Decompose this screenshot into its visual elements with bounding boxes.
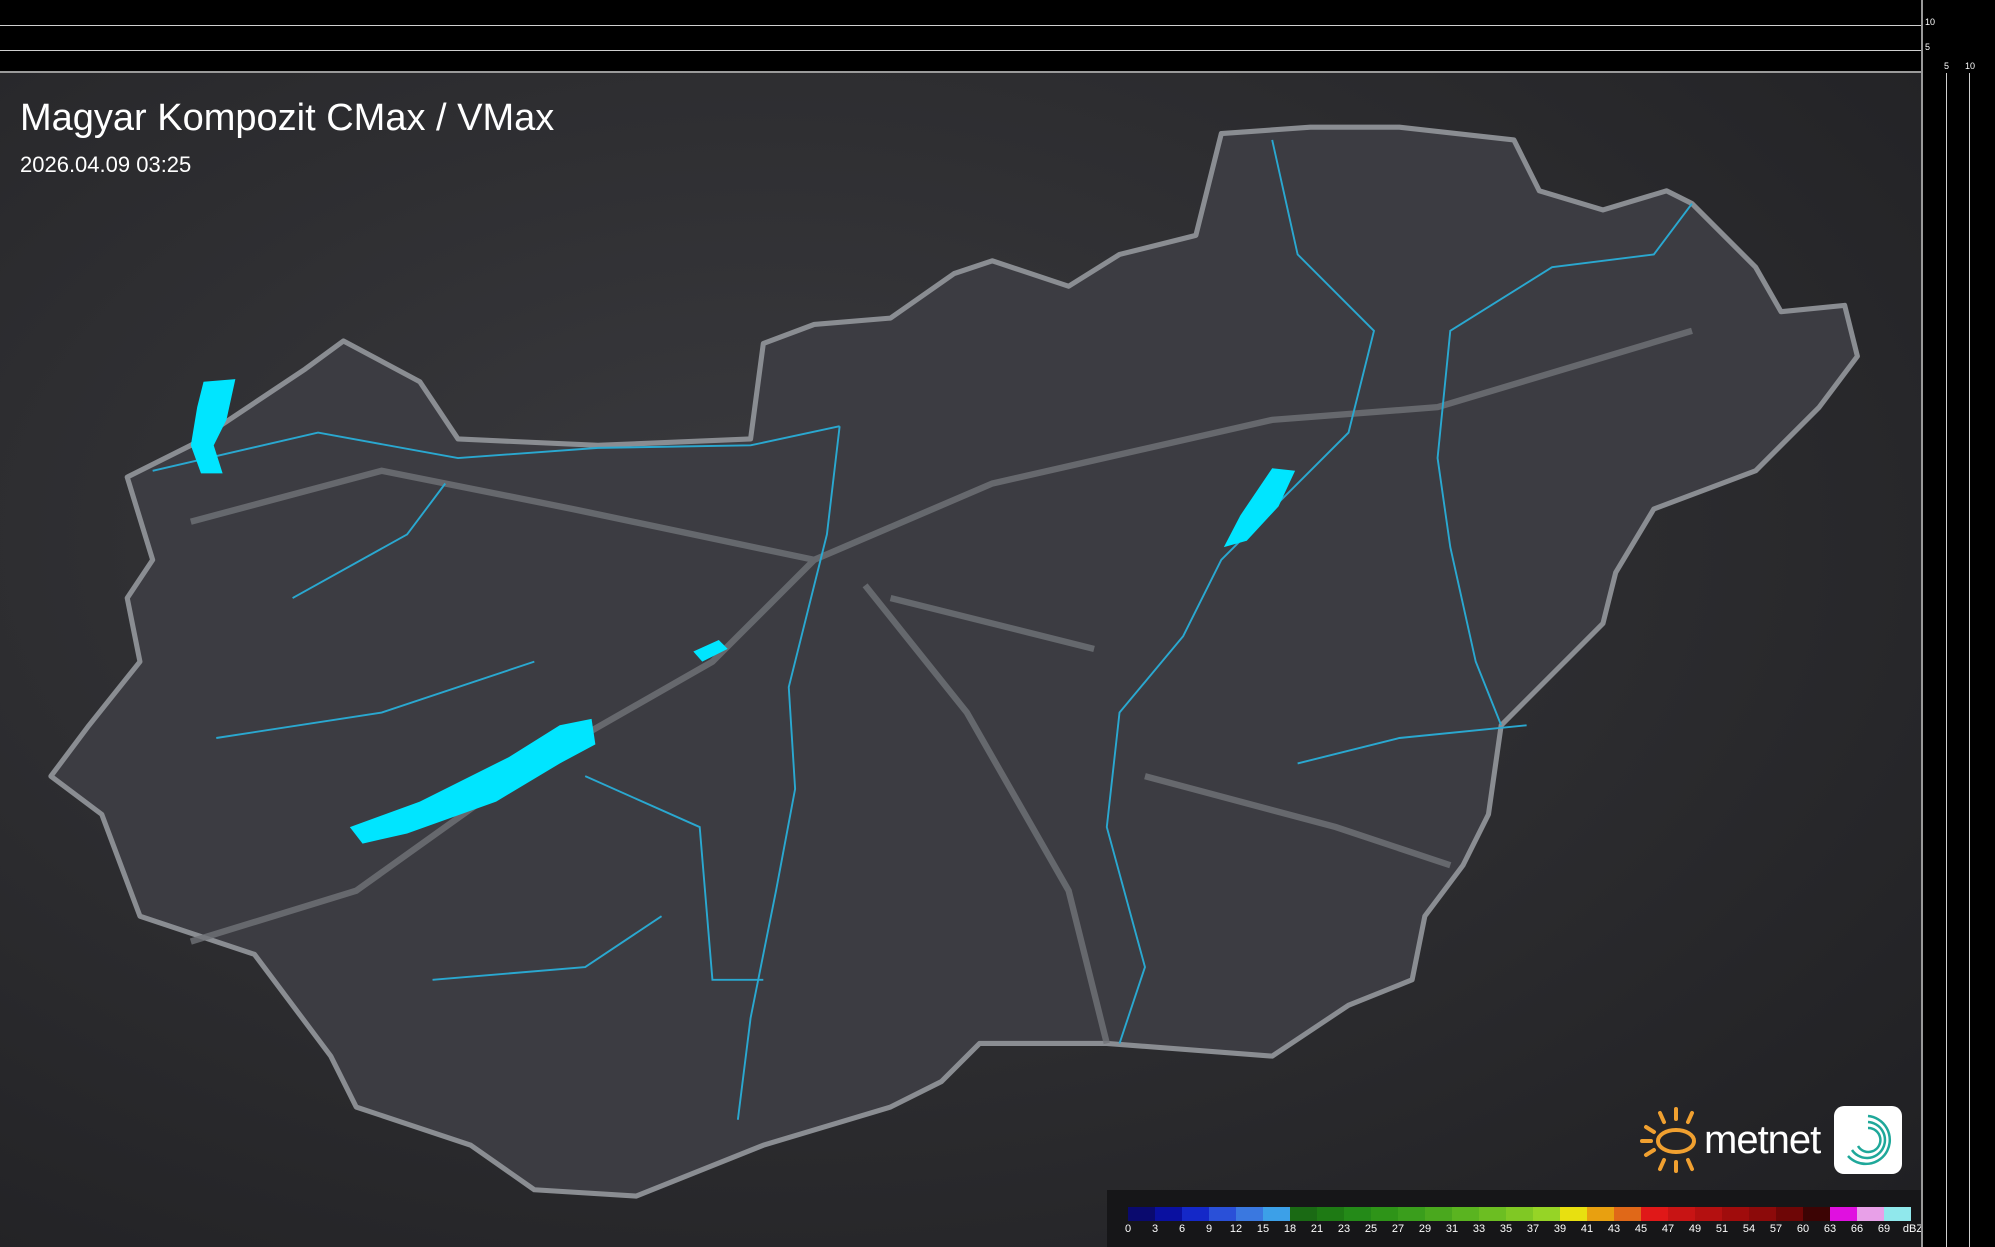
legend-label: 15 <box>1256 1223 1270 1235</box>
legend-label: 49 <box>1688 1223 1702 1235</box>
lake-balaton <box>349 718 596 844</box>
dbz-legend: 0 3 6 9 12 15 18 21 23 25 27 29 31 33 35 37 39 41 43 45 47 49… <box>1107 1190 1923 1247</box>
legend-swatch <box>1668 1207 1695 1221</box>
legend-swatch <box>1614 1207 1641 1221</box>
legend-swatch <box>1452 1207 1479 1221</box>
legend-swatch <box>1263 1207 1290 1221</box>
legend-swatch <box>1290 1207 1317 1221</box>
legend-label: 45 <box>1634 1223 1648 1235</box>
legend-label: 3 <box>1151 1223 1159 1235</box>
legend-swatch <box>1479 1207 1506 1221</box>
legend-label: 51 <box>1715 1223 1729 1235</box>
map-timestamp: 2026.04.09 03:25 <box>20 152 192 177</box>
legend-label: 25 <box>1364 1223 1378 1235</box>
legend-label: 27 <box>1391 1223 1405 1235</box>
legend-label: 39 <box>1553 1223 1567 1235</box>
legend-label: 66 <box>1850 1223 1864 1235</box>
legend-label: 21 <box>1310 1223 1324 1235</box>
legend-swatch <box>1776 1207 1803 1221</box>
lake-ferto <box>190 379 236 474</box>
legend-swatch <box>1317 1207 1344 1221</box>
metnet-logo: metnet <box>1638 1105 1903 1175</box>
legend-swatch <box>1155 1207 1182 1221</box>
legend-swatch <box>1506 1207 1533 1221</box>
scale-vline-5 <box>1946 73 1947 1247</box>
legend-swatch <box>1857 1207 1884 1221</box>
legend-label: 41 <box>1580 1223 1594 1235</box>
hungary-map-svg <box>48 124 1860 1199</box>
right-scale-bar: 10 5 5 10 <box>1921 0 1995 1247</box>
legend-swatch <box>1371 1207 1398 1221</box>
legend-unit: dBZ <box>1902 1223 1924 1235</box>
legend-swatch <box>1533 1207 1560 1221</box>
legend-label: 12 <box>1229 1223 1243 1235</box>
top-scale-bar <box>0 0 1995 73</box>
legend-swatch <box>1560 1207 1587 1221</box>
legend-label: 69 <box>1877 1223 1891 1235</box>
legend-label: 0 <box>1124 1223 1132 1235</box>
legend-label: 31 <box>1445 1223 1459 1235</box>
legend-label: 54 <box>1742 1223 1756 1235</box>
lake-velence <box>693 640 728 662</box>
legend-label: 23 <box>1337 1223 1351 1235</box>
legend-label: 6 <box>1178 1223 1186 1235</box>
legend-label: 47 <box>1661 1223 1675 1235</box>
legend-label: 57 <box>1769 1223 1783 1235</box>
radar-map[interactable]: Magyar Kompozit CMax / VMax 2026.04.09 0… <box>0 73 1923 1247</box>
legend-label: 18 <box>1283 1223 1297 1235</box>
logo-text: metnet <box>1704 1117 1821 1162</box>
legend-swatch <box>1803 1207 1830 1221</box>
legend-swatch <box>1587 1207 1614 1221</box>
legend-swatch <box>1344 1207 1371 1221</box>
roads <box>189 327 1693 1045</box>
scale-label: 5 <box>1944 61 1950 71</box>
legend-swatch <box>1749 1207 1776 1221</box>
legend-label: 9 <box>1205 1223 1213 1235</box>
lakes <box>190 379 1296 844</box>
scale-line-10 <box>0 25 1921 26</box>
legend-swatch <box>1884 1207 1911 1221</box>
legend-label: 60 <box>1796 1223 1810 1235</box>
lake-tisza <box>1223 468 1296 548</box>
app-swirl-icon <box>1834 1106 1903 1174</box>
legend-swatch <box>1209 1207 1236 1221</box>
rivers <box>152 139 1693 1120</box>
legend-swatch <box>1128 1207 1155 1221</box>
map-title: Magyar Kompozit CMax / VMax <box>20 97 555 139</box>
legend-labels: 0 3 6 9 12 15 18 21 23 25 27 29 31 33 35 37 39 41 43 45 47 49… <box>1124 1223 1923 1239</box>
scale-line-5 <box>0 50 1921 51</box>
legend-swatch <box>1641 1207 1668 1221</box>
sun-icon <box>1640 1107 1696 1173</box>
legend-swatch <box>1236 1207 1263 1221</box>
legend-swatch <box>1695 1207 1722 1221</box>
hungary-outline <box>48 124 1860 1199</box>
legend-label: 35 <box>1499 1223 1513 1235</box>
legend-swatch <box>1830 1207 1857 1221</box>
legend-swatch <box>1722 1207 1749 1221</box>
legend-label: 33 <box>1472 1223 1486 1235</box>
legend-label: 37 <box>1526 1223 1540 1235</box>
legend-color-bar <box>1128 1207 1911 1221</box>
legend-swatch <box>1182 1207 1209 1221</box>
scale-label: 10 <box>1925 17 1936 27</box>
scale-label: 10 <box>1965 61 1976 71</box>
legend-label: 63 <box>1823 1223 1837 1235</box>
scale-label: 5 <box>1925 42 1931 52</box>
legend-label: 29 <box>1418 1223 1432 1235</box>
legend-label: 43 <box>1607 1223 1621 1235</box>
scale-vline-10 <box>1969 73 1970 1247</box>
legend-swatch <box>1425 1207 1452 1221</box>
legend-swatch <box>1398 1207 1425 1221</box>
